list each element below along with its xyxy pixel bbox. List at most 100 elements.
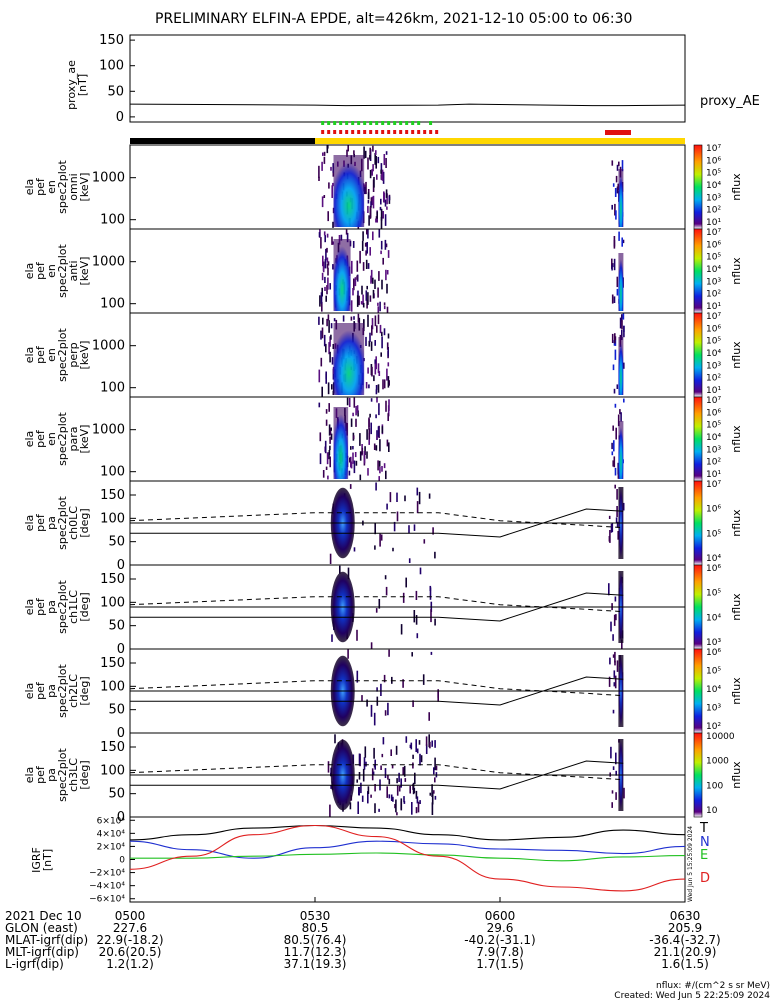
pitch-speckle	[412, 754, 414, 759]
energy-speckle	[356, 275, 358, 280]
energy-speckle	[365, 181, 367, 195]
green-dot	[321, 121, 325, 125]
energy-speckle	[361, 285, 363, 295]
pitch-speckle	[614, 484, 616, 489]
energy-ylabel-line: ela	[23, 431, 36, 448]
energy-speckle	[380, 240, 383, 250]
energy-ylabel-line: pef	[34, 345, 47, 364]
footer-row-label: MLT-igrf(dip)	[5, 945, 79, 959]
energy-ytick-label: 1000	[92, 255, 125, 270]
red-dot	[423, 130, 427, 134]
energy-speckle	[376, 325, 378, 333]
energy-speckle	[321, 287, 323, 297]
pitch-ytick-label: 50	[108, 787, 125, 802]
energy-speckle	[619, 317, 622, 329]
pitch-colorbar-tick: 10³	[706, 638, 721, 648]
pitch-speckle	[356, 670, 359, 683]
green-dot	[369, 121, 373, 125]
energy-colorbar-tick: 10⁶	[706, 156, 721, 166]
pitch-speckle	[402, 767, 404, 776]
energy-speckle	[324, 440, 327, 454]
pitch-ylabel-line: ela	[23, 599, 36, 616]
energy-frame	[129, 396, 686, 482]
loss-cone-line	[130, 676, 624, 706]
energy-speckle	[387, 250, 390, 258]
pitch-speckle	[414, 772, 416, 784]
energy-speckle	[367, 229, 369, 239]
pitch-ylabel-line: pa	[45, 600, 58, 614]
energy-speckle	[362, 294, 364, 305]
energy-speckle	[329, 445, 331, 451]
energy-colorbar-label: nflux	[730, 341, 743, 369]
energy-speckle	[619, 409, 621, 415]
energy-colorbar-bar	[693, 312, 703, 398]
pitch-speckle	[418, 491, 421, 505]
energy-speckle	[328, 342, 330, 355]
pitch-speckle	[361, 695, 363, 702]
energy-ylabel-line: pef	[34, 429, 47, 448]
pitch-speckle	[402, 679, 404, 688]
pitch-speckle	[410, 742, 413, 750]
energy-speckle	[372, 231, 374, 241]
energy-ylabel-line: [keV]	[78, 173, 91, 202]
pitch-speckle	[403, 800, 406, 804]
energy-injection-blob	[333, 155, 365, 227]
red-dot	[411, 130, 415, 134]
proxy-ytick-label: 100	[99, 59, 124, 74]
energy-speckle	[364, 150, 367, 159]
energy-ylabel-line: ela	[23, 179, 36, 196]
pitch-speckle	[615, 752, 617, 765]
pitch-speckle	[429, 587, 432, 600]
pitch-ylabel-line: pef	[34, 513, 47, 532]
loss-cone-line	[130, 508, 624, 538]
energy-speckle	[611, 333, 614, 343]
igrf-legend-T: T	[699, 821, 708, 836]
energy-speckle	[333, 318, 336, 322]
energy-speckle	[615, 210, 617, 220]
pitch-speckle	[623, 787, 625, 799]
pitch-ylabel-line: pef	[34, 681, 47, 700]
green-dot	[363, 121, 367, 125]
pitch-ylabel-line: ela	[23, 683, 36, 700]
igrf-ylabel-line: [nT]	[41, 849, 54, 871]
pitch-speckle	[391, 764, 394, 769]
energy-speckle	[621, 160, 624, 172]
energy-speckle	[377, 363, 380, 374]
energy-speckle	[367, 468, 369, 476]
pitch-speckle	[415, 807, 418, 814]
pitch-speckle	[416, 796, 419, 804]
pitch-colorbar-tick: 10⁶	[706, 648, 721, 658]
energy-speckle	[369, 295, 372, 302]
energy-speckle	[373, 177, 375, 188]
pitch-speckle	[372, 771, 375, 776]
energy-speckle	[611, 204, 613, 210]
energy-speckle	[321, 327, 324, 339]
pitch-speckle	[431, 802, 434, 815]
energy-speckle	[330, 334, 332, 340]
energy-speckle	[383, 463, 386, 469]
energy-speckle	[327, 211, 329, 222]
igrf-ytick-label: 0	[119, 856, 125, 866]
energy-speckle	[352, 446, 354, 450]
proxy-ae-panel: 150 100 50 0 proxy_ae[nT] proxy_AE	[65, 33, 760, 125]
energy-speckle	[372, 164, 374, 172]
pitch-speckle	[371, 768, 374, 781]
energy-speckle	[329, 456, 331, 468]
energy-speckle	[376, 430, 378, 440]
footer-value: -40.2(-31.1)	[464, 933, 535, 947]
energy-speckle	[611, 258, 613, 269]
proxy-ytick-label: 0	[116, 110, 124, 125]
energy-speckle	[365, 290, 368, 301]
energy-speckle	[331, 185, 333, 198]
energy-speckle	[377, 314, 380, 325]
pitch-speckle	[614, 675, 617, 689]
pitch-speckle	[608, 515, 611, 519]
footer-value: 21.1(20.9)	[654, 945, 717, 959]
energy-speckle	[614, 349, 617, 360]
igrf-ytick-label: −2×10⁴	[89, 869, 125, 879]
pitch-speckle	[435, 765, 438, 771]
energy-speckle	[383, 328, 386, 336]
energy-speckle	[380, 198, 382, 205]
